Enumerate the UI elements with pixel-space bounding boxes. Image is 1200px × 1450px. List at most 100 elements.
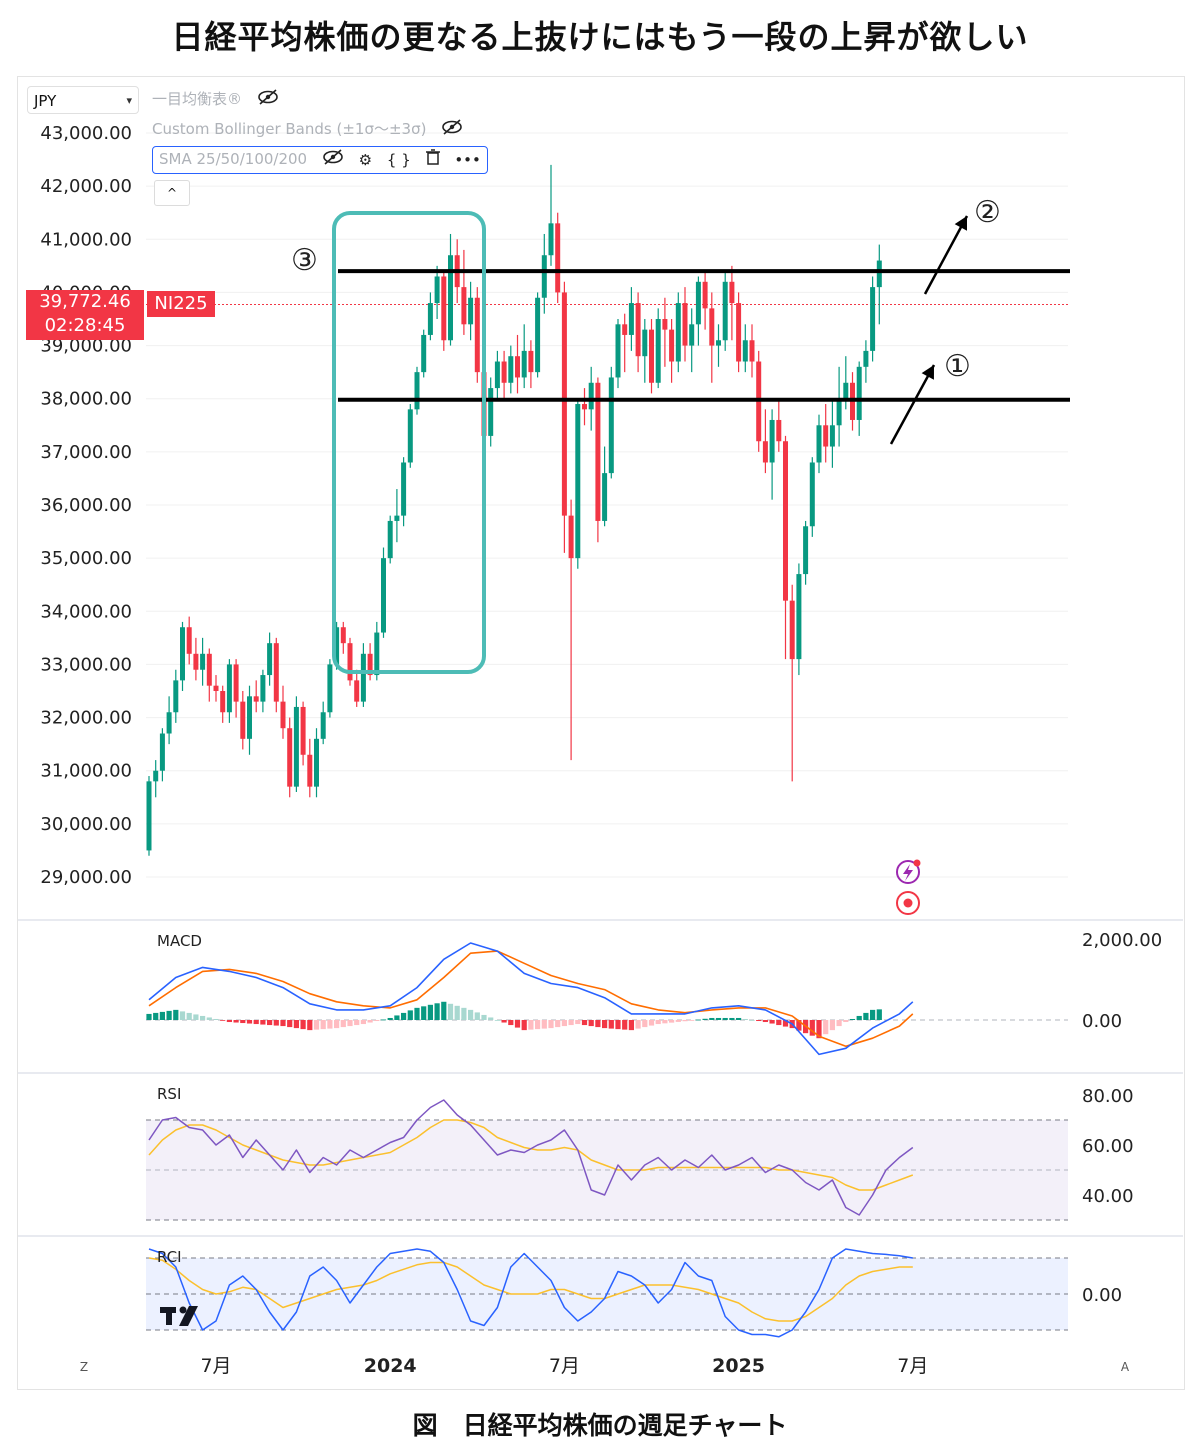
eye-off-icon[interactable] <box>257 88 279 112</box>
record-icon <box>896 891 920 915</box>
macd-histogram-bar <box>762 1020 768 1023</box>
macd-histogram-bar <box>648 1020 655 1026</box>
macd-histogram-bar <box>622 1020 628 1030</box>
currency-select[interactable]: JPY ▾ <box>27 86 139 114</box>
legend-ichimoku[interactable]: 一目均衡表® <box>152 87 279 111</box>
macd-histogram-bar <box>528 1020 534 1030</box>
candle-body <box>816 425 822 463</box>
lightning-alert-icon <box>896 859 921 884</box>
macd-histogram-bar <box>856 1015 862 1020</box>
candle-body <box>320 712 326 739</box>
macd-histogram-bar <box>434 1003 440 1020</box>
macd-histogram-bar <box>179 1011 186 1020</box>
candle-body <box>468 297 474 325</box>
macd-histogram-bar <box>843 1020 849 1023</box>
collapse-legend-button[interactable]: ^ <box>154 180 190 206</box>
trash-icon[interactable] <box>425 148 440 172</box>
candle-body <box>602 473 608 521</box>
macd-histogram-bar <box>287 1020 293 1028</box>
macd-histogram-bar <box>736 1017 742 1020</box>
macd-histogram-bar <box>588 1020 594 1027</box>
candle-body <box>360 653 366 702</box>
rsi-line <box>148 1099 914 1216</box>
macd-histogram-bar <box>246 1020 253 1024</box>
candle-body <box>354 680 360 702</box>
candle-body <box>769 419 775 463</box>
y-tick-label: 38,000.00 <box>40 389 132 410</box>
macd-histogram-bar <box>307 1020 313 1031</box>
macd-histogram-bar <box>870 1009 876 1020</box>
candle-body <box>448 255 453 341</box>
y-tick-label: 32,000.00 <box>40 708 132 729</box>
eye-off-icon[interactable] <box>441 118 463 142</box>
symbol-badge: NI225 <box>147 291 215 317</box>
legend-bollinger[interactable]: Custom Bollinger Bands (±1σ〜±3σ) <box>152 117 463 141</box>
candle-body <box>233 664 239 702</box>
candle-body <box>783 441 788 601</box>
rsi-pane-label: RSI <box>157 1085 182 1103</box>
macd-histogram-bar <box>220 1020 226 1021</box>
candle-body <box>528 350 534 373</box>
page-title: 日経平均株価の更なる上抜けにはもう一段の上昇が欲しい <box>171 18 1029 56</box>
eye-off-icon[interactable] <box>322 148 344 172</box>
macd-histogram-bar <box>193 1014 199 1020</box>
settings-icon[interactable]: ⚙ <box>358 150 373 169</box>
macd-histogram-bar <box>695 1019 701 1021</box>
candle-body <box>206 653 212 686</box>
candle-body <box>414 372 420 410</box>
candle-body <box>729 281 735 304</box>
macd-histogram-bar <box>461 1007 467 1020</box>
macd-histogram-bar <box>354 1020 360 1026</box>
macd-histogram-bar <box>200 1015 206 1020</box>
y-tick-label: 41,000.00 <box>40 229 132 250</box>
arrow-shaft <box>923 215 969 295</box>
arrow-support <box>889 364 936 445</box>
candle-body <box>180 627 185 681</box>
macd-histogram-bar <box>447 1003 454 1020</box>
candle-body <box>327 664 333 713</box>
macd-histogram-bar <box>394 1015 400 1020</box>
macd-histogram-bar <box>267 1020 273 1026</box>
more-icon[interactable]: ••• <box>454 150 481 169</box>
candle-body <box>166 712 172 734</box>
macd-tick-label: 2,000.00 <box>1082 930 1162 951</box>
candle-body <box>153 770 159 782</box>
macd-histogram-bar <box>608 1020 614 1029</box>
candle-body <box>635 303 641 357</box>
candle-body <box>736 303 742 362</box>
candle-body <box>662 319 668 330</box>
candle-body <box>608 377 614 474</box>
macd-histogram-bar <box>742 1018 748 1020</box>
candle-body <box>340 627 346 644</box>
macd-histogram-bar <box>615 1020 621 1030</box>
candle-body <box>789 600 795 660</box>
candle-body <box>213 685 219 691</box>
legend-sma[interactable]: SMA 25/50/100/200 ⚙ { } ••• <box>152 146 488 174</box>
y-tick-label: 29,000.00 <box>40 867 132 888</box>
candle-body <box>387 520 393 559</box>
code-icon[interactable]: { } <box>386 150 411 169</box>
macd-histogram-bar <box>233 1020 239 1023</box>
candle-body <box>488 388 494 436</box>
macd-histogram-bar <box>689 1020 695 1021</box>
rci-long-line <box>148 1257 913 1322</box>
macd-histogram-bar <box>494 1020 500 1021</box>
macd-histogram-bar <box>421 1006 427 1020</box>
candle-body <box>461 287 467 325</box>
y-tick-label: 35,000.00 <box>40 548 132 569</box>
candle-body <box>695 281 701 325</box>
candle-body <box>722 281 728 341</box>
candle-body <box>260 675 266 702</box>
macd-histogram-bar <box>581 1020 588 1026</box>
candle-body <box>314 738 319 787</box>
macd-histogram-bar <box>327 1020 333 1029</box>
candle-body <box>494 361 500 389</box>
candle-body <box>280 701 286 729</box>
macd-histogram-bar <box>796 1020 802 1031</box>
x-axis-label: 2024 <box>364 1355 417 1377</box>
macd-histogram-bar <box>809 1020 815 1036</box>
candle-body <box>876 260 882 288</box>
arrow-head <box>921 365 934 380</box>
candle-body <box>870 287 876 351</box>
